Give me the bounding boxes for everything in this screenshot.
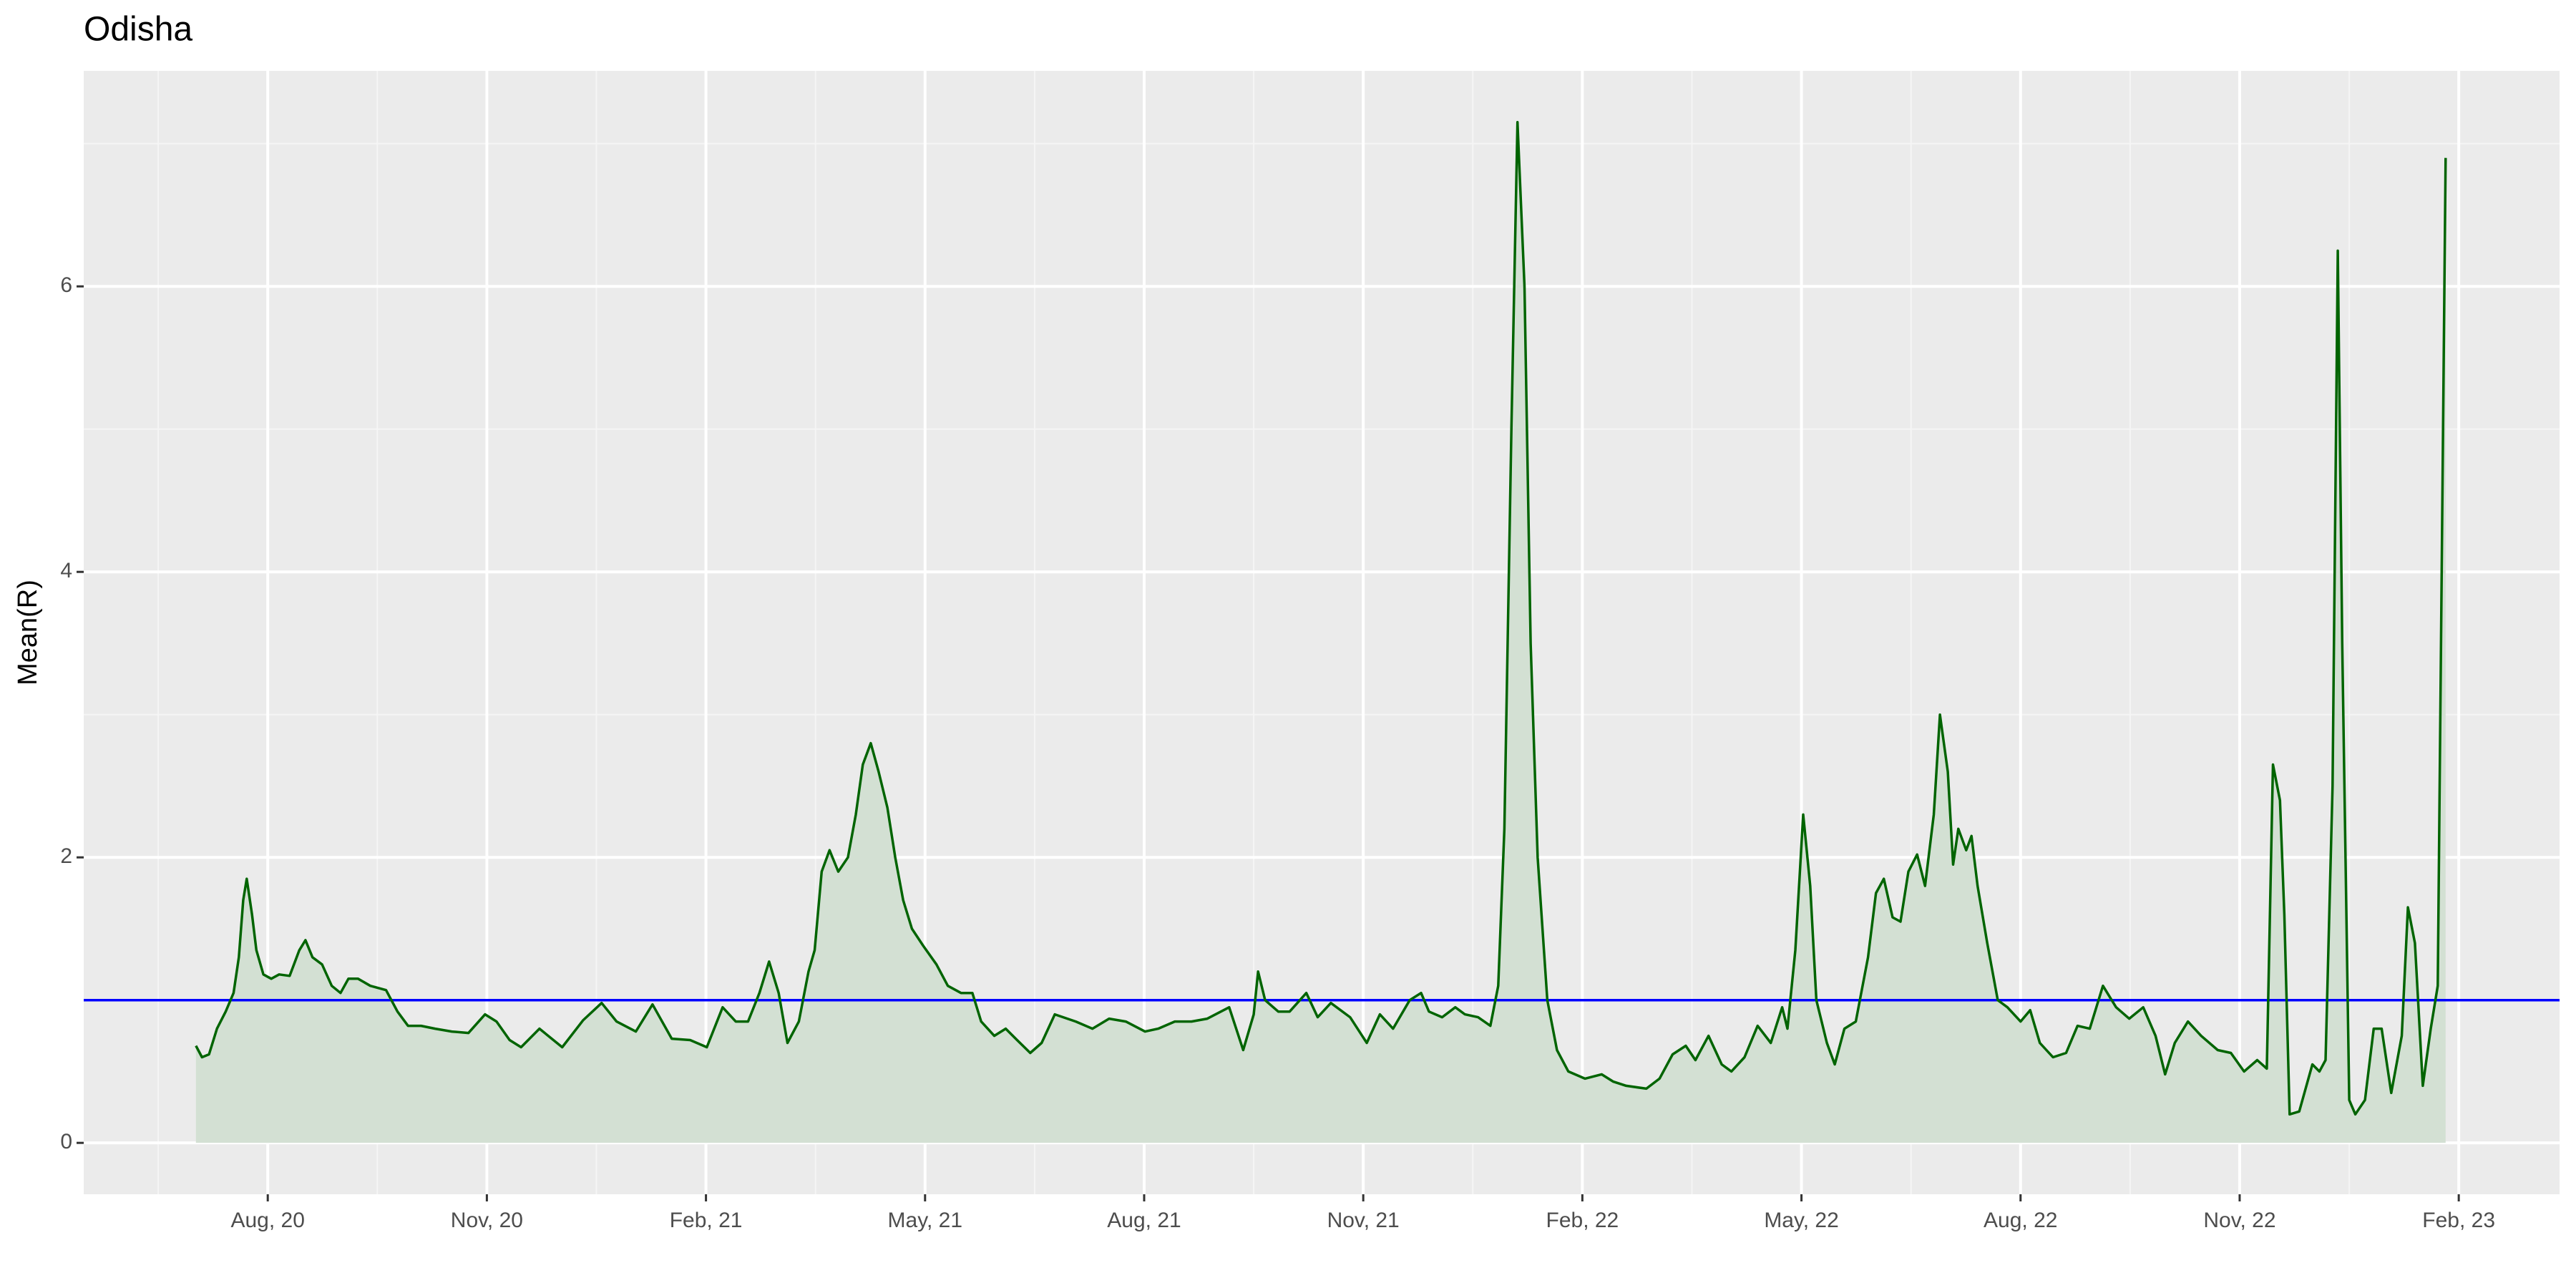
x-tick-label: Feb, 21 xyxy=(670,1209,743,1232)
y-tick-label: 0 xyxy=(60,1130,72,1153)
x-tick-label: Nov, 22 xyxy=(2203,1209,2275,1232)
y-tick-label: 4 xyxy=(60,559,72,582)
x-tick-label: May, 21 xyxy=(888,1209,963,1232)
area-fill xyxy=(195,122,2446,1143)
x-tick-label: Feb, 22 xyxy=(1546,1209,1619,1232)
y-tick-label: 6 xyxy=(60,273,72,297)
line xyxy=(195,121,2447,1116)
x-tick-label: Nov, 21 xyxy=(1327,1209,1400,1232)
x-tick-label: May, 22 xyxy=(1764,1209,1839,1232)
chart-title: Odisha xyxy=(84,11,192,49)
panel-background xyxy=(84,71,2560,1194)
x-tick-label: Aug, 21 xyxy=(1107,1209,1181,1232)
x-tick-label: Feb, 23 xyxy=(2422,1209,2495,1232)
y-tick-label: 2 xyxy=(60,844,72,868)
x-tick-label: Aug, 22 xyxy=(1984,1209,2057,1232)
x-tick-label: Nov, 20 xyxy=(451,1209,523,1232)
x-tick-label: Aug, 20 xyxy=(230,1209,304,1232)
y-axis-label: Mean(R) xyxy=(13,580,43,686)
